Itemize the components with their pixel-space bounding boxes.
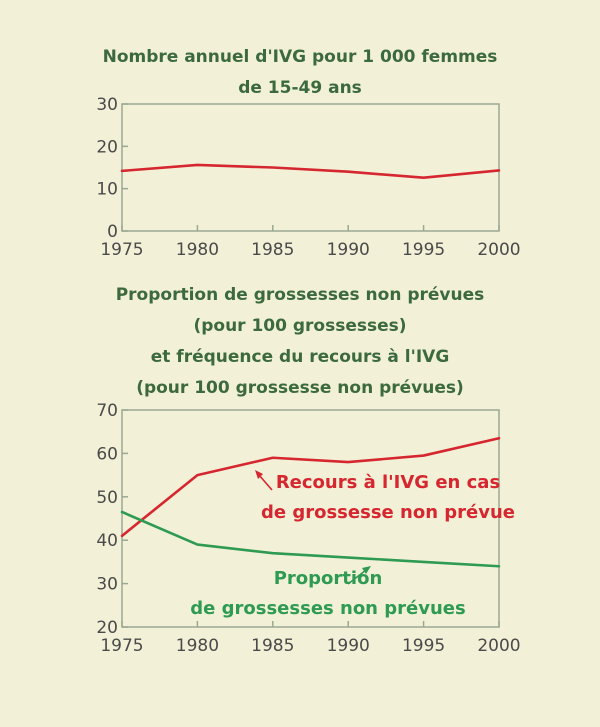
chart-2-title: Proportion de grossesses non prévues (po… (115, 285, 485, 398)
chart-1-title: Nombre annuel d'IVG pour 1 000 femmes de… (102, 47, 498, 98)
chart-1-y-tick-label: 0 (107, 222, 118, 242)
chart-1-x-tick-label: 1990 (327, 240, 370, 260)
chart-2-annotation-1-line-2: de grossesse non prévue (261, 502, 515, 523)
chart-1-plot-frame (121, 103, 500, 232)
chart-1-y-tick-label: 10 (96, 180, 118, 200)
chart-1-x-tick-label: 1980 (176, 240, 219, 260)
chart-1-x-tick-label: 1985 (251, 240, 294, 260)
chart-1-y-tick-label: 20 (96, 137, 118, 157)
chart-1-y-tick-label: 30 (96, 95, 118, 115)
annotation-1-arrowhead (255, 470, 263, 479)
chart-2-y-tick-label: 20 (96, 618, 118, 638)
chart-2-annotation-2-line-2: de grossesses non prévues (190, 598, 465, 619)
chart-2-plot-frame (121, 409, 500, 628)
chart-2-y-tick-label: 70 (96, 401, 118, 421)
chart-2-x-tick-label: 1980 (176, 636, 219, 656)
chart-1-x-tick-label: 2000 (477, 240, 520, 260)
chart-2-y-tick-label: 40 (96, 531, 118, 551)
chart-2-annotation-1-line-1: Recours à l'IVG en cas (276, 472, 500, 493)
chart-2-x-tick-label: 1995 (402, 636, 445, 656)
annotation-2-pointer (347, 569, 367, 585)
chart-2-annotation-2-line-1: Proportion (274, 568, 383, 589)
chart-2-x-tick-label: 1975 (100, 636, 143, 656)
chart-2-series-2-line (120, 510, 501, 568)
chart-2-x-tick-label: 1985 (251, 636, 294, 656)
chart-2-series-1-line (120, 436, 501, 538)
chart-1-x-tick-label: 1995 (402, 240, 445, 260)
chart-2-y-tick-label: 50 (96, 488, 118, 508)
annotation-2-arrowhead (362, 566, 371, 574)
annotation-1-pointer (258, 474, 273, 491)
chart-1-x-tick-label: 1975 (100, 240, 143, 260)
chart-2-x-tick-label: 1990 (327, 636, 370, 656)
chart-2-x-tick-label: 2000 (477, 636, 520, 656)
chart-1-series-1-line (120, 163, 501, 179)
chart-2-y-tick-label: 60 (96, 444, 118, 464)
chart-2-y-tick-label: 30 (96, 575, 118, 595)
